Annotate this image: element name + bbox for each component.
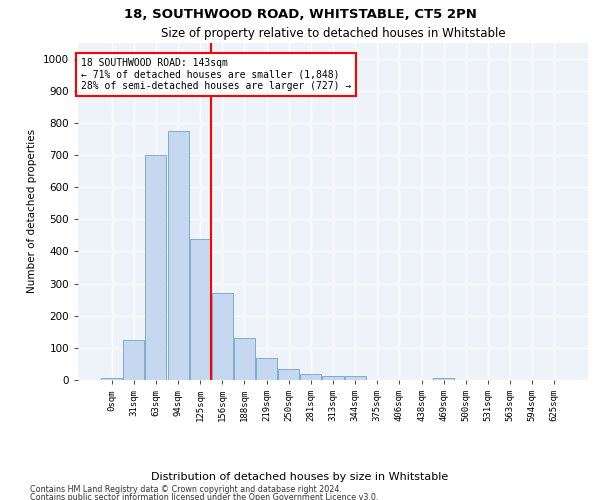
Bar bbox=[278, 369, 299, 380]
Bar bbox=[212, 293, 233, 380]
Bar bbox=[256, 358, 277, 380]
Bar bbox=[344, 376, 365, 380]
Text: Contains public sector information licensed under the Open Government Licence v3: Contains public sector information licen… bbox=[30, 492, 379, 500]
Text: Contains HM Land Registry data © Crown copyright and database right 2024.: Contains HM Land Registry data © Crown c… bbox=[30, 485, 342, 494]
Text: Distribution of detached houses by size in Whitstable: Distribution of detached houses by size … bbox=[151, 472, 449, 482]
Bar bbox=[124, 340, 145, 380]
Text: 18 SOUTHWOOD ROAD: 143sqm
← 71% of detached houses are smaller (1,848)
28% of se: 18 SOUTHWOOD ROAD: 143sqm ← 71% of detac… bbox=[80, 58, 351, 91]
Bar bbox=[167, 131, 188, 380]
Bar bbox=[190, 238, 211, 380]
Y-axis label: Number of detached properties: Number of detached properties bbox=[27, 129, 37, 294]
Text: 18, SOUTHWOOD ROAD, WHITSTABLE, CT5 2PN: 18, SOUTHWOOD ROAD, WHITSTABLE, CT5 2PN bbox=[124, 8, 476, 20]
Bar bbox=[101, 378, 122, 380]
Bar bbox=[234, 338, 255, 380]
Bar bbox=[433, 378, 454, 380]
Title: Size of property relative to detached houses in Whitstable: Size of property relative to detached ho… bbox=[161, 27, 505, 40]
Bar bbox=[145, 155, 166, 380]
Bar bbox=[301, 374, 322, 380]
Bar bbox=[322, 376, 344, 380]
